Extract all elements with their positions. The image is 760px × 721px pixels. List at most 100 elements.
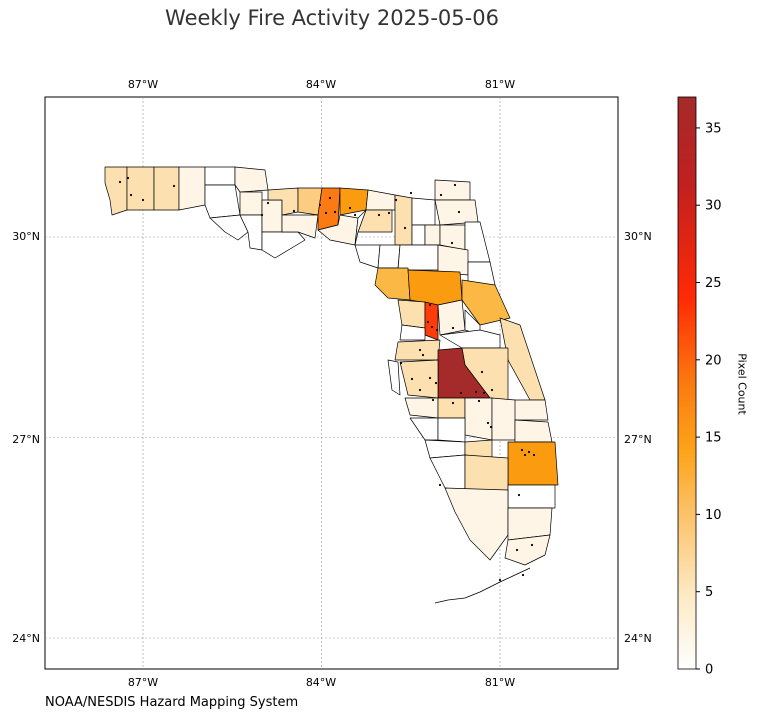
county-pasco xyxy=(394,339,441,361)
fire-point xyxy=(523,453,527,457)
fire-point xyxy=(428,376,432,380)
county-hernando xyxy=(399,324,426,341)
lon-ticks-bottom: 87°W 84°W 81°W xyxy=(128,676,515,689)
fire-point xyxy=(266,201,270,205)
county-duval xyxy=(434,199,479,226)
county-martin xyxy=(507,441,559,486)
county-hendry xyxy=(464,454,509,491)
fire-point xyxy=(126,176,130,180)
colorbar-tick-label: 20 xyxy=(705,353,722,368)
county-jefferson xyxy=(317,187,341,231)
fire-point xyxy=(527,450,531,454)
lat-tick-right: 27°N xyxy=(624,433,652,446)
lon-tick-bottom: 84°W xyxy=(306,676,336,689)
county-st-lucie xyxy=(514,419,553,443)
county-okeechobee xyxy=(491,397,516,441)
fire-point xyxy=(450,241,454,245)
lon-ticks-top: 87°W 84°W 81°W xyxy=(128,78,515,91)
fire-point xyxy=(434,381,438,385)
county-alachua xyxy=(397,244,439,271)
county-baker xyxy=(411,197,436,226)
fire-point xyxy=(435,328,439,332)
county-citrus xyxy=(397,299,426,329)
county-sumter xyxy=(424,301,439,341)
fire-point xyxy=(438,483,442,487)
county-gilchrist xyxy=(377,244,401,269)
county-volusia xyxy=(461,279,511,326)
fire-point xyxy=(530,543,534,547)
fire-point xyxy=(428,303,432,307)
fire-point xyxy=(318,203,322,207)
county-orange xyxy=(439,329,501,349)
county-columbia xyxy=(394,194,413,246)
fire-point xyxy=(260,213,264,217)
fire-point xyxy=(141,198,145,202)
county-bradford xyxy=(424,224,441,246)
fire-point xyxy=(451,326,455,330)
fire-point xyxy=(459,391,463,395)
county-santa-rosa xyxy=(126,166,155,211)
fire-point xyxy=(457,210,461,214)
fire-point xyxy=(333,210,337,214)
county-highlands xyxy=(464,397,493,441)
county-palm-beach xyxy=(507,484,556,509)
fire-point xyxy=(482,391,486,395)
lat-tick-left: 24°N xyxy=(12,632,40,645)
fire-point xyxy=(410,377,414,381)
lat-tick-left: 27°N xyxy=(12,433,40,446)
fire-point xyxy=(498,578,502,582)
fire-point xyxy=(474,390,478,394)
county-levy xyxy=(374,267,411,301)
colorbar-label: Pixel Count xyxy=(735,353,749,415)
fire-point xyxy=(426,320,430,324)
fire-point xyxy=(515,548,519,552)
source-credit: NOAA/NESDIS Hazard Mapping System xyxy=(45,695,299,710)
fire-point xyxy=(129,193,133,197)
map-title: Weekly Fire Activity 2025-05-06 xyxy=(165,6,499,30)
fire-point xyxy=(403,226,407,230)
county-union xyxy=(411,224,426,246)
fire-point xyxy=(521,573,525,577)
lon-tick-top: 81°W xyxy=(485,78,515,91)
fire-point xyxy=(486,421,490,425)
lon-tick-top: 84°W xyxy=(306,78,336,91)
fire-point xyxy=(353,213,357,217)
fire-point xyxy=(421,353,425,357)
fire-point xyxy=(480,370,484,374)
lat-tick-left: 30°N xyxy=(12,230,40,243)
fire-point xyxy=(292,209,296,213)
county-collier xyxy=(444,487,509,561)
lon-tick-bottom: 81°W xyxy=(485,676,515,689)
county-okaloosa xyxy=(153,166,180,211)
fire-point xyxy=(328,196,332,200)
county-marion xyxy=(407,269,463,306)
fire-point xyxy=(418,388,422,392)
fire-point xyxy=(387,211,391,215)
fire-point xyxy=(430,325,434,329)
county-walton xyxy=(178,166,206,211)
county-jackson xyxy=(234,166,269,193)
county-washington xyxy=(204,184,241,219)
county-desoto xyxy=(437,417,466,443)
lat-tick-right: 30°N xyxy=(624,230,652,243)
fire-point xyxy=(489,425,493,429)
fire-point xyxy=(377,213,381,217)
lat-ticks-left: 30°N 27°N 24°N xyxy=(12,230,40,645)
county-putnam xyxy=(437,244,469,276)
fire-point xyxy=(409,191,413,195)
lat-ticks-right: 30°N 27°N 24°N xyxy=(624,230,652,645)
map-panel xyxy=(44,96,619,670)
fire-point xyxy=(324,211,328,215)
fire-point xyxy=(451,401,455,405)
colorbar: 0 5 10 15 20 25 30 35 xyxy=(677,96,722,678)
florida-keys xyxy=(434,567,531,604)
county-calhoun xyxy=(239,191,263,216)
florida-counties xyxy=(104,166,559,604)
county-liberty xyxy=(261,199,283,233)
county-lafayette xyxy=(354,209,367,246)
county-lake xyxy=(437,299,466,336)
county-wakulla xyxy=(281,214,319,239)
fire-point xyxy=(118,180,122,184)
county-hardee xyxy=(437,397,466,419)
fire-point xyxy=(520,448,524,452)
